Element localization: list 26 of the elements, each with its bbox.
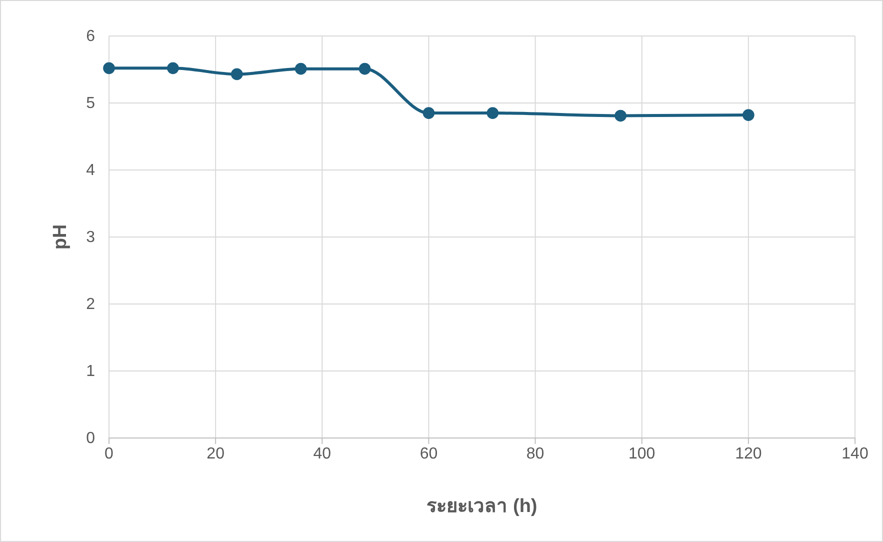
x-tick-label: 120 <box>735 445 762 462</box>
point <box>614 110 626 122</box>
x-axis-title: ระยะเวลา (h) <box>426 496 538 517</box>
y-tick-label: 2 <box>86 296 96 314</box>
y-tick-label: 5 <box>86 95 96 112</box>
point <box>230 68 243 80</box>
y-tick-label: 1 <box>86 363 96 380</box>
x-tick-label: 80 <box>526 445 544 462</box>
x-tick-label: 140 <box>842 445 868 462</box>
x-tick-label: 60 <box>420 445 438 462</box>
point <box>422 107 435 119</box>
point <box>294 62 307 75</box>
y-tick-label: 0 <box>86 430 96 448</box>
y-tick-label: 3 <box>86 229 96 246</box>
y-tick-label: 6 <box>86 28 96 46</box>
y-tick-label: 4 <box>86 162 96 180</box>
x-tick-label: 40 <box>313 445 332 462</box>
y-axis-title: pH <box>50 224 71 250</box>
point <box>358 62 371 75</box>
point <box>103 62 115 74</box>
point <box>742 109 754 121</box>
x-tick-label: 100 <box>628 445 656 462</box>
point <box>486 107 499 119</box>
x-tick-label: 20 <box>206 445 225 462</box>
x-tick-label: 0 <box>104 445 114 462</box>
point <box>167 62 179 74</box>
